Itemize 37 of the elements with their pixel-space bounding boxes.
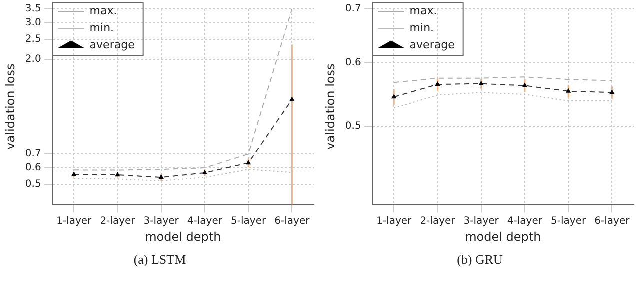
- x-tick-label: 5-layer: [231, 216, 267, 228]
- y-tick-label: 0.6: [25, 162, 42, 174]
- x-tick-label: 4-layer: [187, 216, 224, 228]
- x-tick-label: 5-layer: [551, 216, 587, 228]
- legend-label: min.: [90, 21, 114, 34]
- x-tick-label: 3-layer: [144, 216, 180, 228]
- legend-label: max.: [90, 4, 118, 18]
- x-tick-label: 6-layer: [274, 216, 311, 228]
- x-tick-label: 2-layer: [420, 216, 456, 228]
- line-series: [74, 169, 293, 182]
- y-tick-label: 2.5: [25, 34, 42, 45]
- y-tick-label: 0.6: [345, 57, 362, 68]
- text: (b) GRU: [456, 252, 504, 268]
- x-tick-label: 3-layer: [464, 216, 500, 228]
- legend-label: min.: [410, 21, 434, 34]
- x-tick-label: 2-layer: [100, 216, 136, 228]
- text: (a) LSTM: [132, 252, 188, 268]
- legend-label: average: [410, 38, 456, 52]
- x-tick-label: 1-layer: [376, 216, 413, 228]
- x-axis-title: model depth: [465, 230, 542, 244]
- line-series: [74, 9, 293, 171]
- x-axis-title: model depth: [145, 230, 222, 244]
- y-tick-label: 3.0: [25, 17, 42, 28]
- y-tick-label: 2.0: [25, 54, 42, 66]
- y-tick-label: 0.5: [25, 179, 42, 190]
- x-tick-label: 1-layer: [56, 216, 93, 228]
- y-tick-label: 0.7: [345, 4, 362, 15]
- y-tick-label: 3.5: [25, 4, 42, 15]
- y-axis-title: validation loss: [323, 64, 338, 150]
- x-tick-label: 4-layer: [507, 216, 544, 228]
- legend-label: average: [90, 38, 136, 52]
- y-axis-title: validation loss: [3, 64, 18, 150]
- x-tick-label: 6-layer: [594, 216, 631, 228]
- line-series: [394, 92, 613, 109]
- y-tick-label: 0.5: [345, 121, 362, 132]
- legend-label: max.: [410, 4, 438, 18]
- y-tick-label: 0.7: [25, 148, 42, 160]
